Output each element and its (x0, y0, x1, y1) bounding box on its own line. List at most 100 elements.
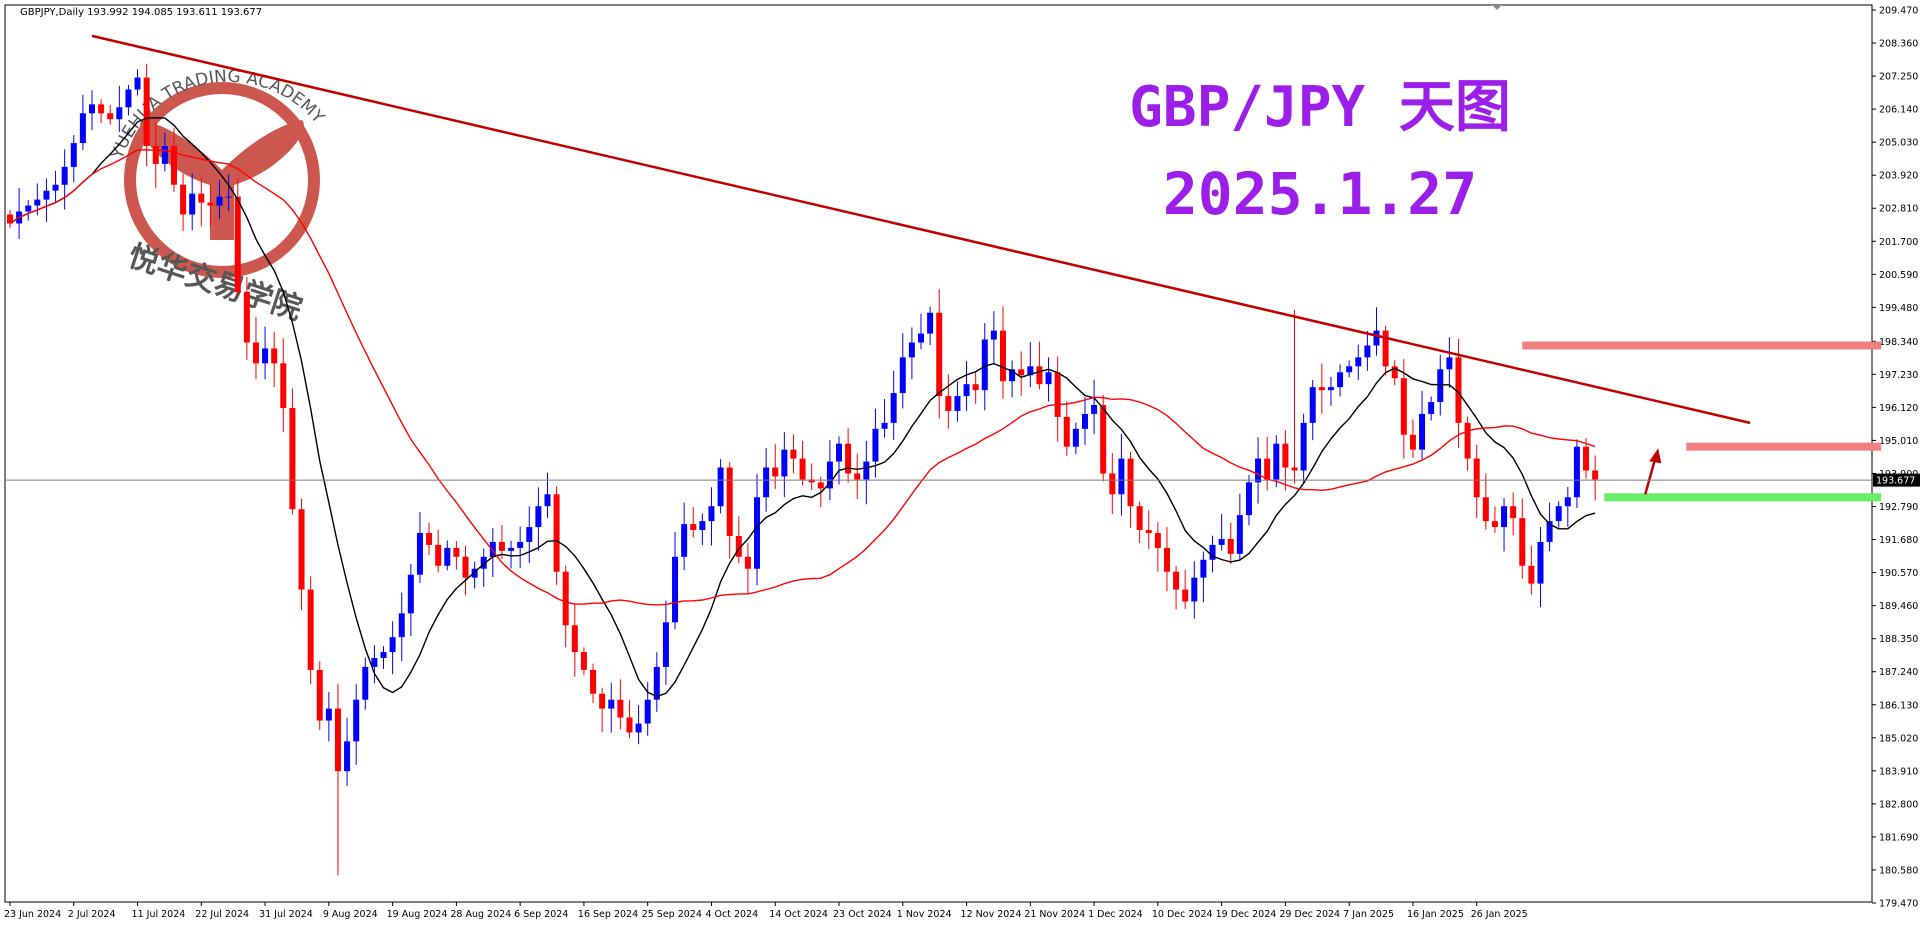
candle-body (954, 396, 961, 411)
candle-body (690, 524, 697, 531)
x-tick-label: 28 Aug 2024 (450, 909, 511, 920)
logo-leaf-icon (140, 120, 304, 240)
y-tick-label: 188.350 (1879, 634, 1918, 645)
candle-body (772, 467, 779, 477)
x-tick-label: 26 Jan 2025 (1471, 909, 1528, 920)
candle-body (1100, 405, 1107, 474)
candle-body (763, 467, 770, 498)
candle-body (1045, 372, 1052, 385)
candle-body (1583, 446, 1590, 471)
candle-body (498, 541, 505, 551)
candle-body (43, 190, 50, 200)
candle-body (817, 482, 824, 489)
candle-body (216, 196, 223, 206)
current-price-label: 193.677 (1876, 476, 1915, 487)
chart-title-pair: GBP/JPY 天图 (1129, 75, 1511, 140)
candle-body (344, 741, 351, 772)
candle-body (590, 669, 597, 694)
candle-body (717, 467, 724, 507)
y-tick-label: 196.120 (1879, 403, 1918, 414)
candle-body (599, 693, 606, 709)
candle-body (1236, 515, 1243, 554)
y-tick-label: 189.460 (1879, 601, 1918, 612)
candle-body (1501, 506, 1508, 528)
candle-body (544, 494, 551, 507)
candle-body (225, 196, 232, 198)
x-tick-label: 31 Jul 2024 (259, 909, 313, 920)
x-tick-label: 19 Dec 2024 (1216, 909, 1277, 920)
candle-body (1027, 366, 1034, 376)
y-tick-label: 183.910 (1879, 766, 1918, 777)
candle-body (1300, 422, 1307, 471)
candle-body (1282, 443, 1289, 468)
y-tick-label: 195.010 (1879, 436, 1918, 447)
candles (7, 63, 1599, 876)
candle-body (325, 708, 332, 721)
candle-body (1409, 434, 1416, 450)
x-tick-label: 23 Oct 2024 (833, 909, 892, 920)
candle-body (981, 339, 988, 391)
candle-body (754, 497, 761, 569)
annotations (91, 34, 1751, 495)
candle-body (927, 312, 934, 334)
candle-body (708, 506, 715, 522)
candle-body (1081, 413, 1088, 429)
candle-body (672, 556, 679, 623)
x-tick-label: 1 Nov 2024 (897, 909, 952, 920)
x-tick-label: 12 Nov 2024 (961, 909, 1022, 920)
candle-body (1200, 559, 1207, 578)
candle-body (735, 535, 742, 557)
y-tick-label: 180.580 (1879, 865, 1918, 876)
x-tick-label: 4 Oct 2024 (705, 909, 758, 920)
candle-body (1163, 547, 1170, 572)
y-tick-label: 185.020 (1879, 733, 1918, 744)
candle-body (826, 461, 833, 489)
candle-body (744, 556, 751, 569)
candle-body (608, 699, 615, 709)
candle-body (936, 312, 943, 397)
candle-body (662, 622, 669, 667)
candle-body (435, 544, 442, 566)
scroll-marker-icon[interactable] (1492, 5, 1502, 10)
candle-body (571, 625, 578, 653)
candle-body (271, 348, 278, 364)
candle-body (1391, 366, 1398, 379)
candle-body (1054, 372, 1061, 417)
x-tick-label: 14 Oct 2024 (769, 909, 828, 920)
y-tick-label: 190.570 (1879, 568, 1918, 579)
ma-slow-line (9, 149, 1596, 606)
y-tick-label: 181.690 (1879, 832, 1918, 843)
candle-body (580, 652, 587, 670)
x-tick-label: 29 Dec 2024 (1279, 909, 1340, 920)
candle-body (699, 521, 706, 531)
candle-body (1291, 467, 1298, 471)
price-zones (1522, 341, 1882, 502)
candle-body (7, 214, 13, 224)
x-tick-label: 1 Dec 2024 (1088, 909, 1143, 920)
y-tick-label: 201.700 (1879, 237, 1918, 248)
y-tick-label: 199.480 (1879, 303, 1918, 314)
candle-body (98, 104, 105, 114)
candle-body (863, 461, 870, 480)
y-tick-label: 202.810 (1879, 204, 1918, 215)
candle-body (1136, 506, 1143, 531)
candle-body (462, 556, 469, 578)
x-tick-label: 2 Jul 2024 (68, 909, 116, 920)
x-tick-label: 25 Sep 2024 (642, 909, 702, 920)
logo-ring (124, 82, 320, 278)
candle-body (1127, 458, 1134, 507)
arrow-up-icon (1649, 448, 1662, 464)
candle-body (79, 113, 86, 144)
candle-body (1455, 357, 1462, 423)
candle-body (990, 330, 997, 340)
candle-body (508, 547, 515, 551)
candle-body (1255, 458, 1262, 483)
candle-body (1528, 565, 1535, 584)
symbol-header: GBPJPY,Daily 193.992 194.085 193.611 193… (20, 7, 262, 18)
candle-body (1546, 521, 1553, 542)
y-tick-label: 206.140 (1879, 105, 1918, 116)
zone-band (1522, 341, 1882, 350)
candle-body (180, 184, 187, 215)
x-tick-label: 21 Nov 2024 (1024, 909, 1085, 920)
